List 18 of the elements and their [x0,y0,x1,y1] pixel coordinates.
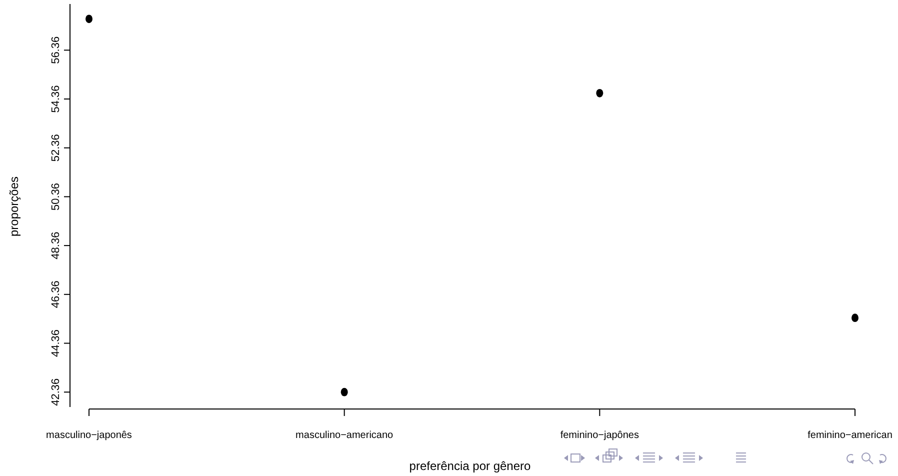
x-tick-label: feminino−japônes [560,430,640,441]
point [852,314,858,322]
y-tick-label: 56.36 [50,36,62,64]
y-axis-title: proporções [7,176,21,237]
point [340,388,348,396]
y-tick-label: 48.36 [50,232,62,260]
y-tick-label: 54.36 [50,85,62,113]
x-tick-label: masculino−americano [296,430,394,441]
y-tick-label: 44.36 [50,329,62,358]
x-axis-title: preferência por gênero [409,459,532,473]
point [86,14,92,24]
y-tick-label: 52.36 [50,134,62,162]
x-tick-label: feminino−american [808,430,892,441]
y-tick-label: 42.36 [50,378,62,406]
y-tick-label: 50.36 [50,182,62,210]
y-tick-label: 46.36 [50,280,62,308]
x-tick-label: masculino−japonês [46,430,132,441]
point [596,88,604,98]
